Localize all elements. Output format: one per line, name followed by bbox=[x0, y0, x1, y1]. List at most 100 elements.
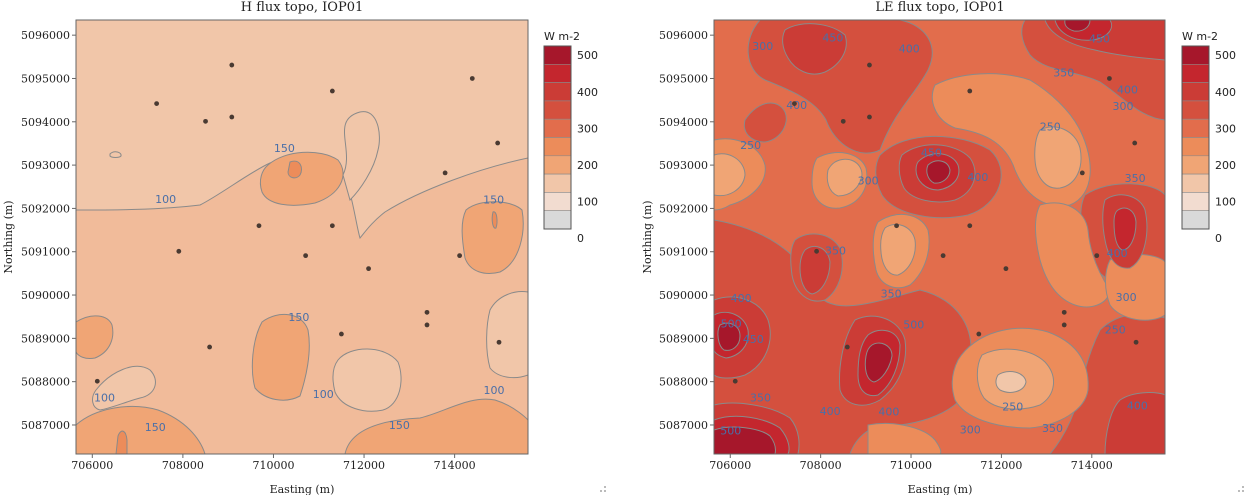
h-contour-label: 100 bbox=[94, 391, 115, 404]
h-station-point bbox=[329, 223, 335, 229]
h-station-point bbox=[424, 322, 430, 328]
le-ytick-label: 5088000 bbox=[659, 376, 708, 389]
le-contour-label: 350 bbox=[750, 391, 771, 404]
le-flux-legend: W m-2 500 400 300 200 100 0 bbox=[1181, 30, 1236, 245]
le-station-point bbox=[1079, 170, 1085, 176]
le-contour-label: 450 bbox=[1089, 33, 1110, 46]
le-station-point bbox=[844, 344, 850, 350]
le-xtick-label: 706000 bbox=[709, 459, 751, 472]
h-flux-band-200-250-right bbox=[491, 211, 498, 229]
h-station-point bbox=[256, 223, 262, 229]
le-contour-label: 350 bbox=[825, 244, 846, 257]
h-contour-label: 100 bbox=[484, 384, 505, 397]
h-contour-label: 150 bbox=[145, 421, 166, 434]
le-legend-tick-label: 0 bbox=[1215, 232, 1222, 245]
le-flux-y-label: Northing (m) bbox=[641, 200, 654, 273]
le-contour-label: 400 bbox=[1117, 83, 1138, 96]
h-ytick-label: 5092000 bbox=[21, 202, 70, 215]
h-legend-swatch bbox=[543, 45, 572, 65]
h-ytick-label: 5094000 bbox=[21, 116, 70, 129]
le-station-point bbox=[1107, 76, 1112, 81]
le-legend-tick-label: 200 bbox=[1215, 159, 1236, 172]
h-flux-legend: W m-2 500 400 300 200 100 0 bbox=[543, 30, 598, 245]
le-station-point bbox=[894, 223, 899, 229]
h-station-point bbox=[303, 253, 309, 259]
le-legend-swatch bbox=[1181, 64, 1210, 83]
le-ytick-label: 5089000 bbox=[659, 332, 708, 345]
h-legend-tick-label: 400 bbox=[577, 86, 598, 99]
le-contour-label: 350 bbox=[881, 287, 902, 300]
le-legend-frame bbox=[1181, 45, 1210, 230]
le-flux-x-axis: 706000 708000 710000 712000 714000 bbox=[709, 454, 1113, 472]
h-ytick-label: 5090000 bbox=[21, 289, 70, 302]
le-ytick-label: 5092000 bbox=[659, 202, 708, 215]
le-contour-label: 350 bbox=[1042, 422, 1063, 435]
le-ytick-label: 5090000 bbox=[659, 289, 708, 302]
le-legend-swatch bbox=[1181, 155, 1210, 175]
le-flux-stations bbox=[732, 62, 1139, 384]
resize-grip-right-icon[interactable] bbox=[1238, 486, 1244, 492]
h-flux-plot-area: 150 100 150 150 100 150 100 150 100 bbox=[76, 20, 528, 454]
le-legend-tick-label: 100 bbox=[1215, 196, 1236, 209]
h-flux-band-150-200-center bbox=[259, 151, 344, 206]
le-station-point bbox=[1132, 140, 1138, 146]
h-contour-label: 100 bbox=[155, 193, 176, 206]
le-flux-plot-area: 450 400 300 450 350 400 300 250 400 250 300 450 400 3… bbox=[714, 20, 1165, 454]
h-ytick-label: 5089000 bbox=[21, 332, 70, 345]
h-station-point bbox=[442, 170, 448, 176]
h-flux-band-50-100-right bbox=[486, 291, 528, 379]
h-station-point bbox=[366, 266, 371, 272]
le-station-point bbox=[814, 248, 819, 254]
le-legend-swatch bbox=[1181, 173, 1210, 193]
le-contour-label: 300 bbox=[1112, 100, 1133, 113]
le-xtick-label: 708000 bbox=[800, 459, 842, 472]
le-contour-label: 400 bbox=[878, 406, 899, 419]
le-station-point bbox=[967, 223, 973, 229]
h-ytick-label: 5096000 bbox=[21, 29, 70, 42]
h-station-point bbox=[229, 114, 235, 120]
le-xtick-label: 712000 bbox=[980, 459, 1022, 472]
le-contour-label: 400 bbox=[1107, 247, 1128, 260]
le-ytick-label: 5093000 bbox=[659, 159, 708, 172]
le-legend-tick-label: 400 bbox=[1215, 86, 1236, 99]
le-flux-axes-frame bbox=[713, 19, 1166, 455]
h-flux-x-axis: 706000 708000 710000 712000 714000 bbox=[71, 454, 476, 472]
h-legend-tick-label: 100 bbox=[577, 196, 598, 209]
h-contour-label: 150 bbox=[288, 311, 309, 324]
le-legend-swatch bbox=[1181, 100, 1210, 120]
h-flux-band-150-200-center-bottom bbox=[251, 314, 310, 401]
le-flux-panel: LE flux topo, IOP01 bbox=[641, 0, 1236, 496]
h-flux-band-150-200-bottom-right bbox=[344, 398, 528, 454]
h-station-point bbox=[469, 76, 475, 81]
h-legend-swatch bbox=[543, 118, 572, 138]
le-legend-swatch bbox=[1181, 210, 1210, 230]
h-flux-y-axis: 5087000 5088000 5089000 5090000 5091000 50920… bbox=[21, 29, 76, 432]
le-contour-label: 300 bbox=[752, 40, 773, 53]
le-contour-label: 350 bbox=[1125, 172, 1146, 185]
le-contour-label: 500 bbox=[903, 318, 924, 331]
h-flux-band-150-200-right bbox=[461, 201, 524, 274]
le-ytick-label: 5094000 bbox=[659, 116, 708, 129]
le-contour-label: 300 bbox=[858, 174, 879, 187]
le-station-point bbox=[940, 253, 946, 259]
le-legend-swatch bbox=[1181, 82, 1210, 102]
h-legend-tick-label: 500 bbox=[577, 49, 598, 62]
resize-grip-left-icon[interactable] bbox=[600, 486, 606, 492]
h-contour-label: 150 bbox=[389, 419, 410, 432]
h-legend-swatch bbox=[543, 82, 572, 102]
h-flux-y-label: Northing (m) bbox=[2, 200, 15, 273]
h-flux-x-label: Easting (m) bbox=[270, 483, 335, 495]
le-contour-label: 250 bbox=[740, 139, 761, 152]
le-flux-y-axis: 5087000 5088000 5089000 5090000 5091000 50920… bbox=[659, 29, 714, 432]
h-flux-band-200-250-blob bbox=[287, 160, 303, 179]
le-station-point bbox=[867, 114, 872, 120]
h-station-point bbox=[176, 248, 182, 254]
h-flux-band-upper-bump-50-100 bbox=[342, 111, 380, 201]
h-flux-band-small-light bbox=[109, 151, 122, 158]
h-flux-band-50-100-left bbox=[92, 365, 156, 411]
h-ytick-label: 5095000 bbox=[21, 72, 70, 85]
h-station-point bbox=[496, 339, 502, 345]
h-ytick-label: 5093000 bbox=[21, 159, 70, 172]
le-contour-label: 400 bbox=[967, 171, 988, 184]
